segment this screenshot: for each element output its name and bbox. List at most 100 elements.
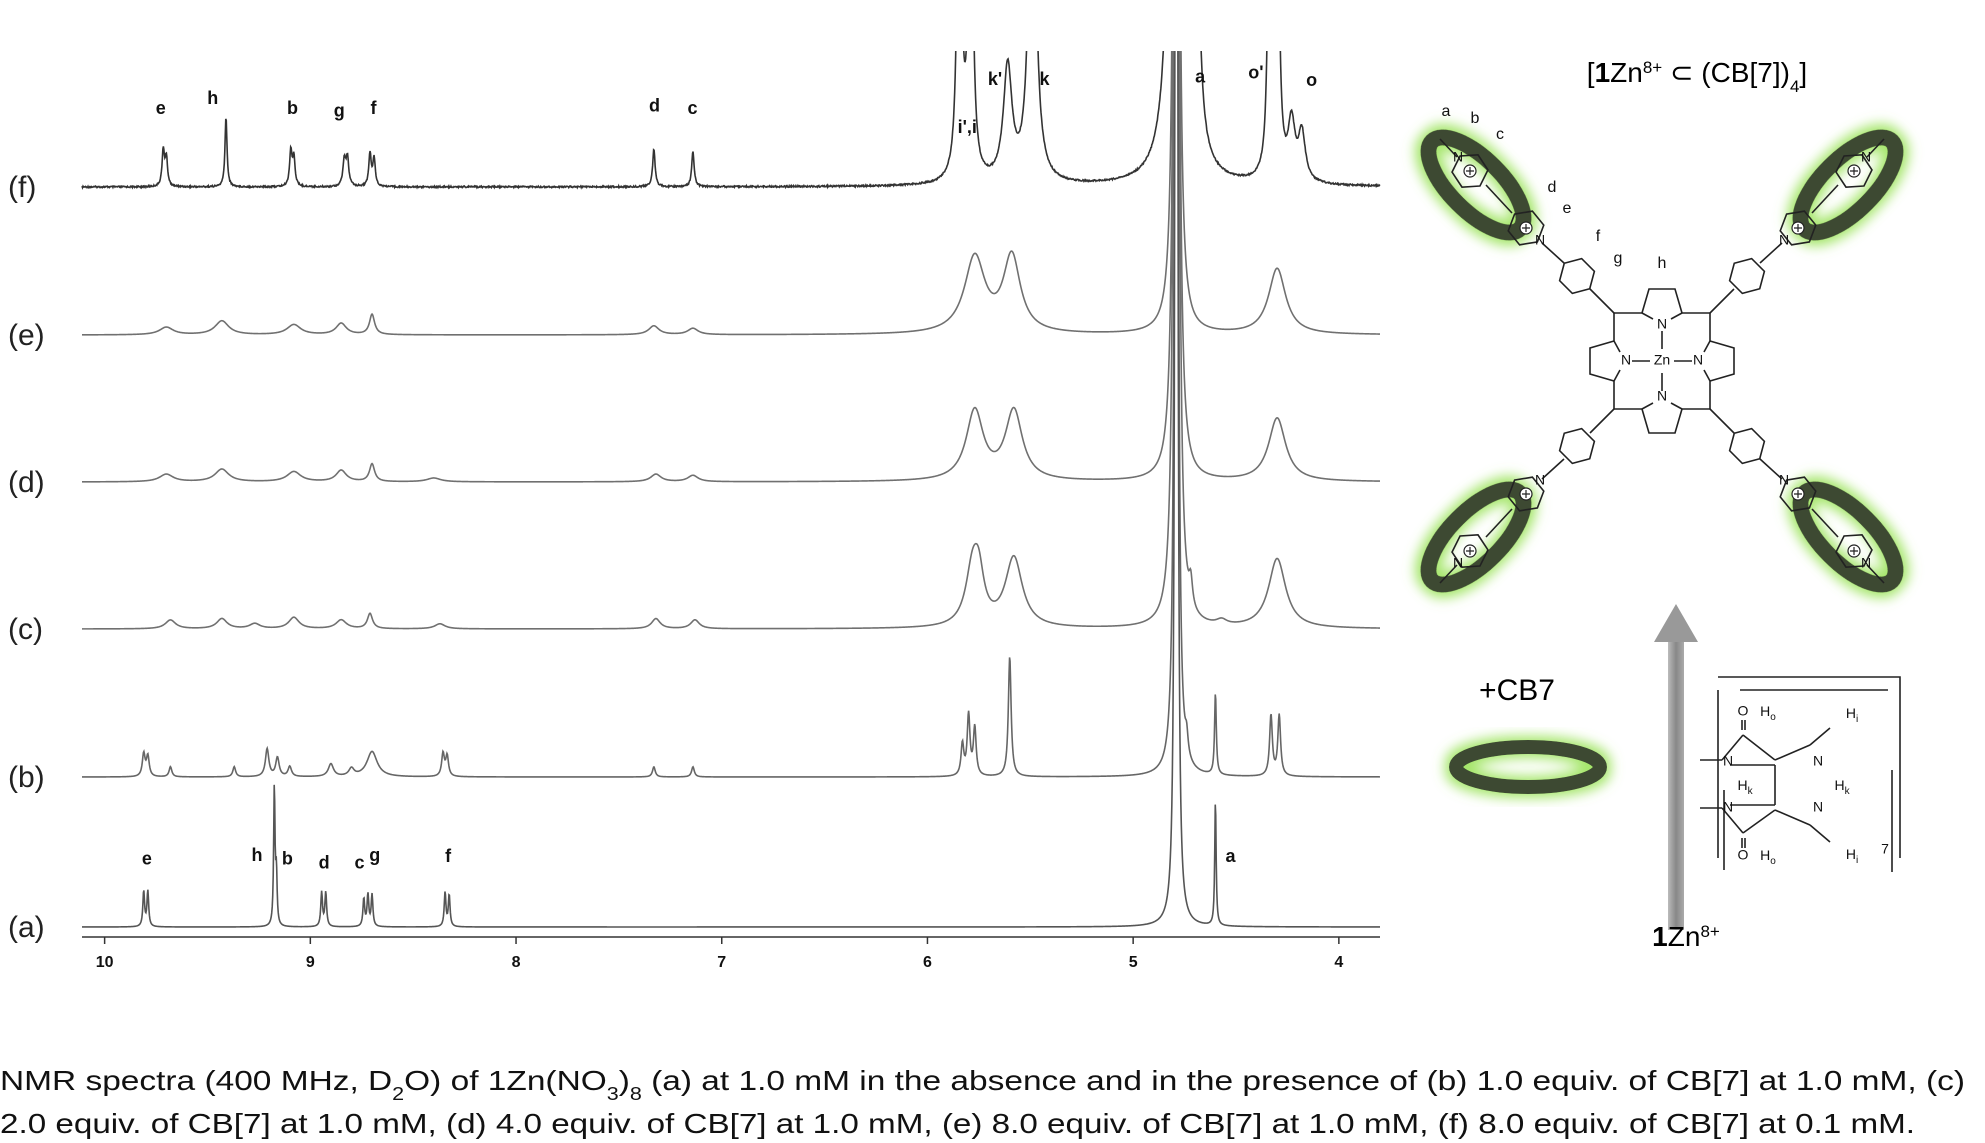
proton-label: e — [1563, 200, 1572, 217]
atom-label: N — [1861, 555, 1871, 571]
bond — [1670, 312, 1683, 320]
charge — [1850, 547, 1858, 555]
peak-label: f — [445, 846, 452, 866]
peak-label: k — [1039, 69, 1050, 89]
host-label: 1Zn8+ — [1652, 921, 1720, 952]
bond — [1759, 242, 1783, 264]
bond — [1811, 184, 1839, 214]
atom-label: N — [1535, 232, 1545, 248]
x-tick-label: 8 — [512, 954, 521, 971]
peak-label: o' — [1248, 62, 1263, 82]
bond — [1613, 369, 1621, 382]
pyridinium — [1835, 154, 1873, 188]
atom-label: N — [1861, 149, 1871, 165]
charge — [1522, 224, 1530, 232]
pyrrole — [1641, 288, 1683, 314]
atom-label: O — [1738, 847, 1749, 863]
proton-label: h — [1658, 255, 1667, 272]
cb7-structure: O O N N N N Ho Ho Hi Hi Hk Hk 7 — [1700, 676, 1901, 872]
charge — [1850, 167, 1858, 175]
bond — [1703, 340, 1711, 353]
peak-label: c — [355, 852, 365, 872]
phenyl — [1728, 257, 1766, 295]
atom-label: O — [1738, 703, 1749, 719]
bond — [1613, 340, 1621, 353]
pyrrole — [1589, 340, 1615, 382]
peak-label: k' — [988, 69, 1002, 89]
h-i-label: Hi — [1846, 705, 1858, 725]
atom-label: N — [1657, 316, 1667, 332]
atom-label: N — [1693, 352, 1703, 368]
atom-label: N — [1453, 149, 1463, 165]
h-k-label: Hk — [1737, 777, 1753, 797]
x-tick-label: 10 — [96, 954, 114, 971]
atom-label: N — [1723, 799, 1733, 815]
phenyl — [1558, 427, 1596, 465]
peak-label: i',i — [958, 117, 977, 137]
bond — [1709, 408, 1735, 434]
traces — [81, 51, 1381, 928]
repeat-label: 7 — [1881, 841, 1889, 857]
proton-label: g — [1614, 250, 1623, 267]
bond — [1759, 458, 1783, 480]
spectrum-label: (a) — [8, 911, 45, 944]
methyl — [1866, 564, 1885, 584]
glycoluril — [1700, 720, 1831, 848]
proton-label: f — [1596, 228, 1601, 245]
spectrum-trace — [82, 51, 1380, 483]
arrow-head — [1654, 604, 1698, 642]
atom-label: N — [1813, 753, 1823, 769]
bond — [1703, 369, 1711, 382]
peak-label: d — [649, 95, 660, 115]
atom-label: N — [1779, 472, 1789, 488]
spectrum-trace — [82, 51, 1380, 928]
spectrum-trace — [81, 51, 1381, 191]
guest-label: +CB7 — [1479, 674, 1555, 707]
bond — [1589, 288, 1615, 314]
charge — [1794, 490, 1802, 498]
x-tick-label: 6 — [923, 954, 932, 971]
atom-label: N — [1813, 799, 1823, 815]
charge — [1466, 167, 1474, 175]
caption-line: NMR spectra (400 MHz, D 2O) of 1Zn(NO 3) 8 … — [0, 1065, 1965, 1104]
spectrum-label: (b) — [8, 761, 45, 794]
phenyl — [1558, 257, 1596, 295]
proton-label: d — [1548, 179, 1557, 196]
pyridinium — [1835, 534, 1873, 568]
bond — [1641, 312, 1654, 320]
peak-label: e — [142, 849, 152, 869]
bond — [1811, 508, 1839, 538]
peak-label: a — [1195, 66, 1206, 86]
spectrum-label: (f) — [8, 171, 36, 204]
proton-label: c — [1496, 126, 1504, 143]
atom-label: N — [1723, 753, 1733, 769]
spectrum-trace — [82, 51, 1381, 336]
atom-label: N — [1535, 472, 1545, 488]
peak-label: h — [207, 88, 218, 108]
peak-label: a — [1226, 846, 1237, 866]
x-tick-label: 5 — [1129, 954, 1138, 971]
h-i-label: Hi — [1846, 846, 1858, 866]
proton-label: b — [1471, 110, 1480, 127]
atom-label: N — [1621, 352, 1631, 368]
pyridinium — [1507, 476, 1545, 512]
peak-label: g — [334, 100, 345, 120]
pyrrole — [1709, 340, 1735, 382]
peak-label: o — [1306, 70, 1317, 90]
bond — [1589, 408, 1615, 434]
pyridinium — [1779, 210, 1817, 246]
pyridinium — [1507, 210, 1545, 246]
atom-label: N — [1657, 388, 1667, 404]
x-tick-label: 9 — [306, 954, 315, 971]
bond — [1485, 184, 1513, 214]
h-o-label: Ho — [1760, 703, 1776, 723]
caption-line: 2.0 equiv. of CB[7] at 1.0 mM, (d) 4.0 e… — [0, 1108, 1915, 1139]
peak-label: g — [369, 845, 380, 865]
methyl — [1866, 138, 1885, 158]
spectrum-trace — [82, 51, 1380, 778]
charge — [1794, 224, 1802, 232]
charge — [1466, 547, 1474, 555]
spectra-plot: 10 9 8 7 6 5 4(f)ehb g f d ci',ik' k a o' o(e)(d)(c)(b… — [8, 51, 1381, 971]
complex-title: [1Zn8+ ⊂ (CB[7])4] — [1587, 57, 1807, 96]
